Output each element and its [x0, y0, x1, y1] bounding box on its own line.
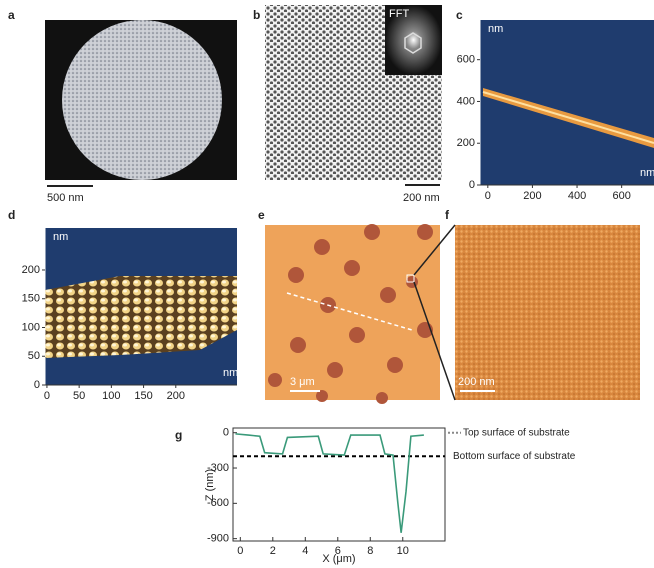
x-tick-label: 0 — [44, 390, 50, 402]
panel-letter: g — [175, 428, 182, 442]
x-tick-label: 0 — [237, 545, 243, 557]
panel-letter: f — [445, 208, 450, 222]
x-tick-label: 4 — [302, 545, 308, 557]
plot-frame — [233, 428, 445, 541]
x-tick-label: 200 — [167, 390, 185, 402]
x-tick-label: 150 — [134, 390, 152, 402]
panel-letter: b — [253, 8, 260, 22]
panel-letter: d — [8, 208, 15, 222]
figure: a 500 nm b FFT 200 nm c d e 3 μm f 200 n… — [0, 0, 654, 568]
y-tick-label: 150 — [22, 293, 40, 305]
axis-unit: nm — [223, 367, 238, 379]
x-tick-label: 0 — [485, 190, 491, 202]
y-tick-label: -600 — [207, 497, 229, 509]
x-tick-label: 6 — [335, 545, 341, 557]
y-tick-label: -300 — [207, 462, 229, 474]
page: { "panels": { "a": {"label": "a", "scale… — [0, 0, 654, 568]
scale-bar-label: 3 μm — [290, 376, 315, 388]
y-tick-label: 600 — [457, 54, 475, 66]
x-tick-label: 8 — [367, 545, 373, 557]
x-tick-label: 2 — [270, 545, 276, 557]
profile-line — [235, 434, 423, 533]
y-tick-label: 200 — [22, 264, 40, 276]
y-tick-label: 0 — [223, 427, 229, 439]
y-tick-label: 0 — [34, 379, 40, 391]
panel-letter: c — [456, 8, 463, 22]
reference-label: Bottom surface of substrate — [453, 451, 576, 462]
y-tick-label: 50 — [28, 350, 40, 362]
x-tick-label: 600 — [612, 190, 630, 202]
disk — [62, 20, 222, 180]
x-tick-label: 400 — [568, 190, 586, 202]
panel-letter: a — [8, 8, 15, 22]
axis-unit: nm — [640, 167, 654, 179]
x-tick-label: 200 — [523, 190, 541, 202]
y-tick-label: 100 — [22, 321, 40, 333]
y-tick-label: 200 — [457, 137, 475, 149]
panel-letter: e — [258, 208, 265, 222]
y-tick-label: -900 — [207, 533, 229, 545]
x-tick-label: 100 — [102, 390, 120, 402]
inset-label: FFT — [389, 8, 409, 20]
reference-label: Top surface of substrate — [463, 427, 570, 438]
y-tick-label: 400 — [457, 95, 475, 107]
scale-bar-label: 200 nm — [458, 376, 495, 388]
x-tick-label: 50 — [73, 390, 85, 402]
y-tick-label: 0 — [469, 179, 475, 191]
x-tick-label: 10 — [397, 545, 409, 557]
scale-bar-label: 200 nm — [403, 192, 440, 204]
afm-image — [265, 225, 440, 400]
axis-unit: nm — [53, 231, 68, 243]
afm-image — [455, 225, 640, 400]
scale-bar-label: 500 nm — [47, 192, 84, 204]
axis-unit: nm — [488, 23, 503, 35]
